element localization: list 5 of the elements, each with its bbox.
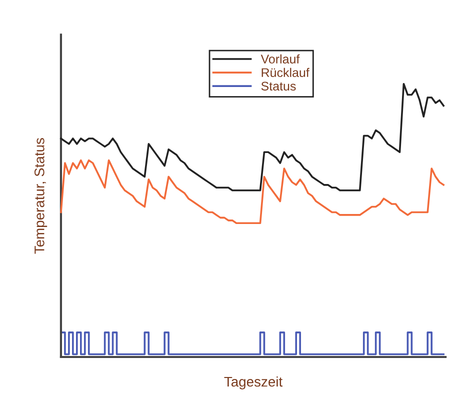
legend-label: Rücklauf bbox=[262, 68, 310, 78]
legend-label: Status bbox=[261, 82, 296, 91]
legend-label: Vorlauf bbox=[260, 54, 300, 64]
x-axis-title: Tageszeit bbox=[224, 376, 282, 390]
y-axis-title: Temperatur, Status bbox=[34, 138, 48, 254]
